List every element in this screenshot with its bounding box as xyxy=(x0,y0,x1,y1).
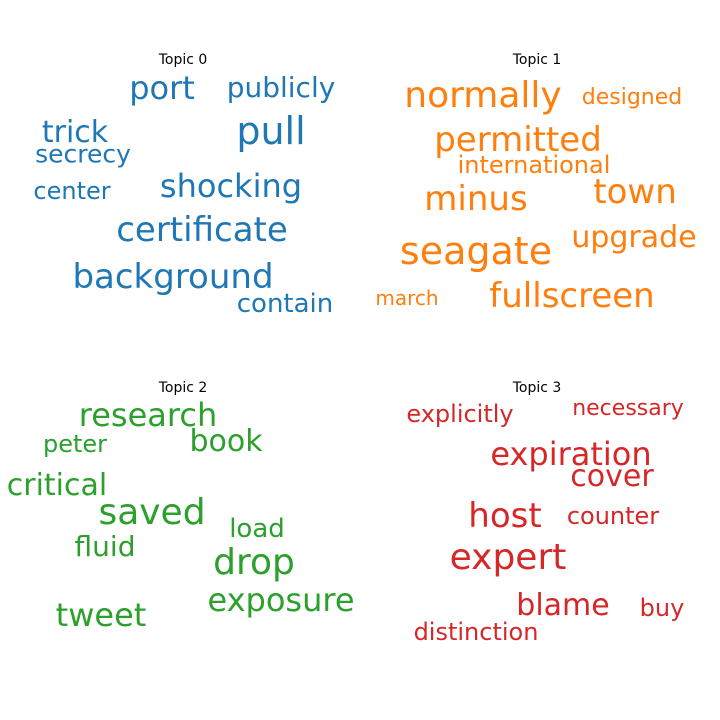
word-port: port xyxy=(129,69,195,107)
word-certificate: certificate xyxy=(116,210,288,250)
word-march: march xyxy=(375,286,439,310)
word-publicly: publicly xyxy=(226,71,336,104)
word-center: center xyxy=(33,177,111,205)
word-contain: contain xyxy=(236,289,334,319)
word-international: international xyxy=(457,151,611,179)
word-research: research xyxy=(78,396,218,434)
word-counter: counter xyxy=(566,502,660,530)
word-host: host xyxy=(468,496,542,536)
topic-title: Topic 2 xyxy=(158,380,208,396)
word-peter: peter xyxy=(42,430,108,458)
word-drop: drop xyxy=(213,542,295,583)
topic-title: Topic 3 xyxy=(512,380,562,396)
word-blame: blame xyxy=(516,588,610,623)
topic-title: Topic 0 xyxy=(158,52,208,68)
word-pull: pull xyxy=(236,109,306,153)
word-secrecy: secrecy xyxy=(35,139,131,169)
word-distinction: distinction xyxy=(413,618,539,646)
word-cover: cover xyxy=(570,459,654,494)
word-exposure: exposure xyxy=(207,581,355,619)
word-saved: saved xyxy=(98,492,206,533)
word-tweet: tweet xyxy=(55,596,147,634)
word-normally: normally xyxy=(404,75,562,116)
word-critical: critical xyxy=(6,468,108,503)
word-fluid: fluid xyxy=(74,530,136,563)
word-shocking: shocking xyxy=(159,167,303,205)
word-book: book xyxy=(189,424,263,459)
word-designed: designed xyxy=(581,85,683,110)
word-fullscreen: fullscreen xyxy=(489,276,655,316)
word-expiration: expiration xyxy=(490,435,652,473)
word-explicitly: explicitly xyxy=(406,400,514,428)
topic-title: Topic 1 xyxy=(512,52,562,68)
word-minus: minus xyxy=(424,179,528,219)
word-background: background xyxy=(72,257,274,297)
word-town: town xyxy=(593,172,677,212)
word-load: load xyxy=(229,514,285,544)
word-trick: trick xyxy=(41,115,109,150)
word-seagate: seagate xyxy=(399,229,553,273)
word-expert: expert xyxy=(449,537,567,578)
word-buy: buy xyxy=(639,594,685,622)
word-permitted: permitted xyxy=(434,120,602,160)
word-necessary: necessary xyxy=(572,396,684,421)
word-upgrade: upgrade xyxy=(571,220,697,255)
